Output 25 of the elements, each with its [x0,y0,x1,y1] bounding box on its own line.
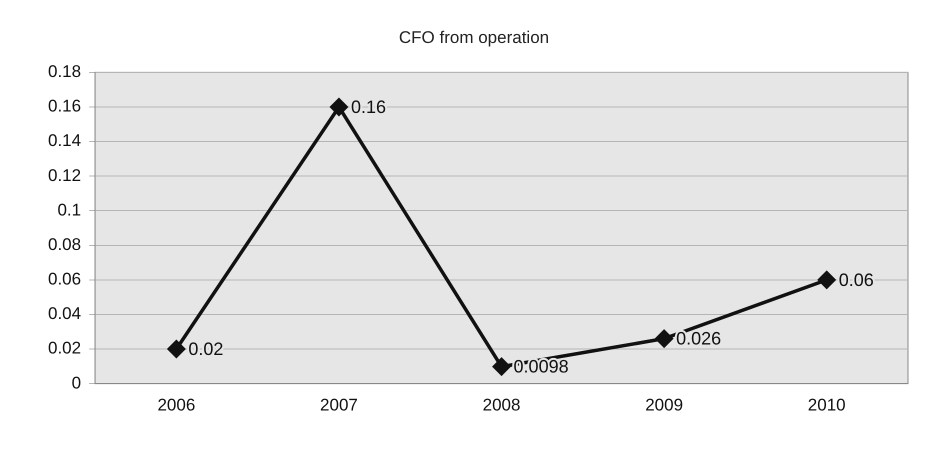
x-tick-label: 2007 [320,395,358,414]
y-tick-label: 0.16 [48,96,82,116]
x-tick-label: 2009 [645,395,684,414]
point [655,330,673,348]
point [818,271,836,289]
point [492,358,510,376]
chart-title: CFO from operation [398,28,550,47]
x-tick-label: 2010 [808,395,846,414]
point [330,98,348,116]
y-tick-label: 0.06 [48,270,82,289]
x-tick-label: 2008 [482,395,520,414]
y-tick-label: 0.02 [48,338,82,358]
point [168,340,186,358]
data-label: 0.06 [838,270,874,290]
y-tick-label: 0.14 [48,131,82,150]
y-tick-label: 0 [72,373,82,392]
y-tick-label: 0.04 [48,304,82,324]
data-label: 0.02 [188,338,224,359]
y-tick-label: 0.12 [48,166,82,185]
data-label: 0.026 [676,328,722,349]
data-label: 0.16 [350,96,386,117]
y-tick-label: 0.1 [57,200,82,220]
y-tick-label: 0.08 [48,234,82,254]
y-tick-label: 0.18 [48,62,82,82]
x-tick-label: 2006 [157,395,196,414]
